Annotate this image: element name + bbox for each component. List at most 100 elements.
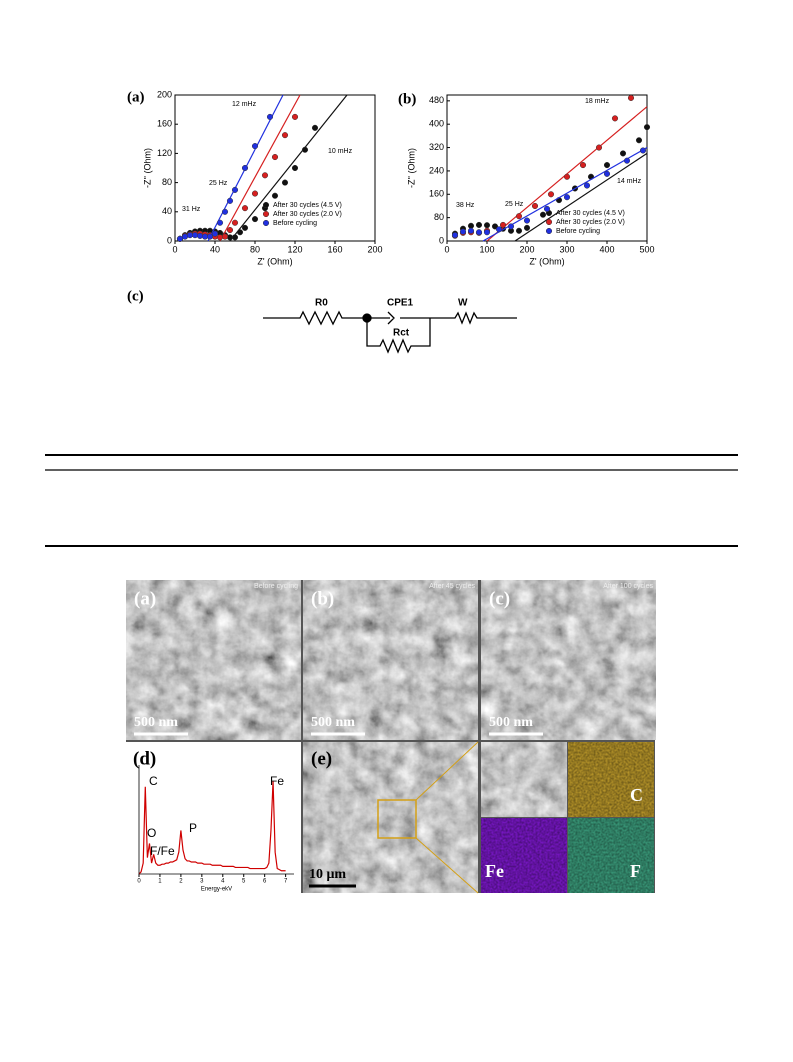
- x-tick-label: 0: [444, 244, 449, 254]
- circuit-node: [362, 313, 372, 323]
- y-axis-label: -Z'' (Ohm): [406, 148, 416, 188]
- panel-label: (d): [133, 748, 156, 769]
- x-tick-label: 7: [284, 879, 288, 885]
- spectrum: [138, 781, 286, 875]
- x-tick-label: 0: [137, 879, 141, 885]
- data-point: [261, 172, 269, 179]
- map-label: F: [630, 861, 641, 881]
- sem-image: [481, 580, 656, 740]
- panel-label: (a): [134, 588, 156, 609]
- annotation: 12 mHz: [232, 101, 257, 108]
- zoom-box: [377, 799, 417, 839]
- legend-label: After 30 cycles (4.5 V): [556, 210, 625, 217]
- element-label: W: [458, 298, 468, 309]
- x-tick-label: 400: [599, 244, 614, 254]
- x-tick-label: 3: [200, 879, 204, 885]
- y-tick-label: 160: [429, 189, 444, 199]
- x-tick-label: 40: [210, 244, 220, 254]
- legend-label: After 30 cycles (2.0 V): [556, 219, 625, 226]
- data-point: [643, 124, 651, 131]
- data-point: [639, 147, 647, 154]
- y-tick-label: 240: [429, 165, 444, 175]
- data-point: [563, 194, 571, 201]
- fit-line: [514, 152, 648, 242]
- x-tick-label: 6: [263, 879, 267, 885]
- legend-marker: [262, 201, 270, 209]
- image-caption: Before cycling: [254, 583, 298, 590]
- scale-bar-label: 500 nm: [134, 715, 178, 730]
- fit-line: [219, 94, 301, 242]
- x-tick-label: 100: [479, 244, 494, 254]
- data-point: [459, 228, 467, 235]
- data-point: [216, 219, 224, 226]
- x-tick-label: 300: [559, 244, 574, 254]
- data-point: [221, 233, 229, 240]
- x-tick-label: 160: [327, 244, 342, 254]
- x-axis-label: Z' (Ohm): [257, 256, 292, 266]
- data-point: [523, 217, 531, 224]
- y-tick-label: 0: [167, 235, 172, 245]
- data-point: [483, 222, 491, 229]
- data-point: [231, 186, 239, 193]
- sem-image: [303, 580, 478, 740]
- y-axis-label: -Z'' (Ohm): [142, 148, 152, 188]
- y-tick-label: 200: [157, 89, 172, 99]
- annotation: 18 mHz: [585, 98, 610, 105]
- panel-label: (c): [127, 288, 144, 304]
- data-point: [539, 211, 547, 218]
- scale-bar-label: 500 nm: [311, 715, 355, 730]
- x-tick-label: 4: [221, 879, 225, 885]
- data-point: [483, 229, 491, 236]
- data-point: [311, 124, 319, 131]
- data-point: [226, 227, 234, 234]
- scale-bar-label: 500 nm: [489, 715, 533, 730]
- sem-figure: (a) Before cycling 500 nm (b) After 45 cycle…: [126, 580, 656, 894]
- x-axis-label: Energy-ekV: [201, 887, 232, 893]
- data-point: [603, 162, 611, 169]
- legend-marker: [545, 218, 553, 226]
- data-point: [523, 224, 531, 231]
- sem-image: [481, 742, 567, 817]
- data-point: [611, 115, 619, 122]
- element-label: CPE1: [387, 298, 414, 309]
- data-point: [216, 234, 224, 241]
- x-tick-label: 200: [519, 244, 534, 254]
- data-point: [475, 221, 483, 228]
- plot-frame: [174, 94, 376, 242]
- annotation: C: [149, 774, 158, 788]
- map-label: Fe: [485, 861, 504, 881]
- data-point: [579, 162, 587, 169]
- data-point: [176, 235, 184, 242]
- data-point: [563, 173, 571, 180]
- data-point: [266, 113, 274, 120]
- data-point: [603, 170, 611, 177]
- legend-label: Before cycling: [273, 220, 317, 227]
- image-caption: After 45 cycles: [429, 583, 475, 590]
- data-point: [281, 179, 289, 186]
- data-point: [475, 229, 483, 236]
- annotation: O: [147, 826, 156, 840]
- data-point: [241, 224, 249, 231]
- legend-marker: [262, 219, 270, 227]
- data-point: [291, 164, 299, 172]
- data-point: [271, 154, 279, 161]
- y-tick-label: 120: [157, 148, 172, 158]
- annotation: 31 Hz: [182, 206, 201, 213]
- data-point: [547, 191, 555, 198]
- legend-label: After 30 cycles (4.5 V): [273, 202, 342, 209]
- element-label: Rct: [393, 328, 410, 339]
- data-point: [241, 164, 249, 172]
- y-tick-label: 80: [434, 212, 444, 222]
- y-tick-label: 160: [157, 119, 172, 129]
- element-map-noise: [481, 818, 567, 893]
- data-point: [623, 157, 631, 164]
- data-point: [226, 197, 234, 204]
- x-tick-label: 2: [179, 879, 183, 885]
- table: [45, 454, 738, 547]
- x-tick-label: 500: [639, 244, 654, 254]
- data-point: [635, 137, 643, 144]
- data-point: [495, 226, 503, 233]
- data-point: [451, 232, 459, 239]
- annotation: F/Fe: [150, 844, 175, 858]
